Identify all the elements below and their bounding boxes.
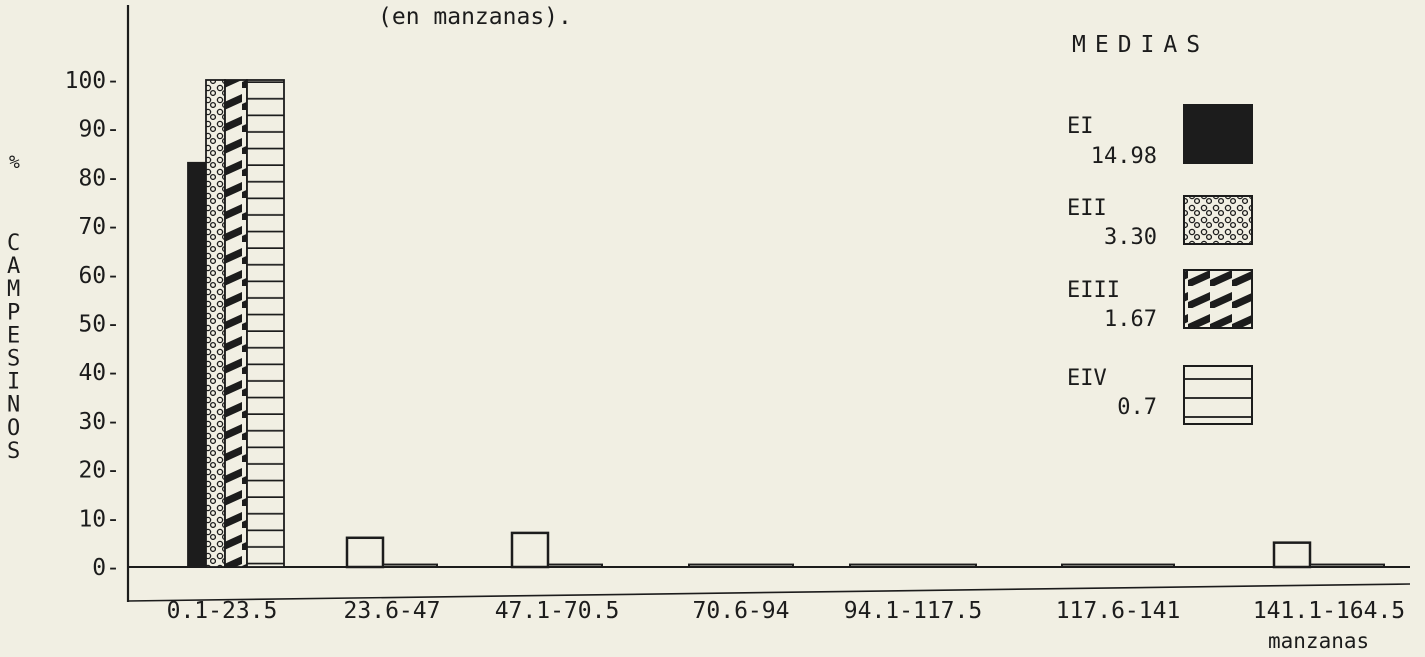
y-axis-label-letter: P — [7, 300, 20, 325]
legend-swatch-EIII — [1183, 269, 1253, 329]
legend-swatch-EII — [1183, 195, 1253, 245]
legend-label-EIV: EIV — [1067, 366, 1107, 391]
x-tick-label: 0.1-23.5 — [167, 598, 278, 624]
bar-EIV-2 — [510, 531, 550, 569]
bar-EIV-4 — [849, 563, 977, 569]
x-tick-label: 117.6-141 — [1056, 598, 1181, 624]
x-tick-label: 94.1-117.5 — [844, 598, 982, 624]
y-tick-label: 90- — [78, 117, 120, 143]
bars — [187, 79, 1385, 569]
y-axis-label-letter: N — [7, 393, 20, 418]
legend-mean-EII: 3.30 — [1104, 225, 1157, 250]
y-tick-label: 0- — [92, 555, 120, 581]
legend-label-EI: EI — [1067, 114, 1094, 139]
y-axis-label-letter: C — [7, 231, 20, 256]
legend-swatch-EIV — [1183, 365, 1253, 425]
x-tick-label: 47.1-70.5 — [495, 598, 620, 624]
legend-label-EIII: EIII — [1067, 278, 1120, 303]
x-tick-label: 70.6-94 — [693, 598, 790, 624]
y-tick-label: 20- — [78, 458, 120, 484]
legend-mean-EIII: 1.67 — [1104, 307, 1157, 332]
legend-mean-EI: 14.98 — [1091, 144, 1157, 169]
y-axis-label-letter: M — [7, 277, 20, 302]
y-axis-label-letter: S — [7, 439, 20, 464]
bar-baseline-2 — [547, 563, 603, 569]
bar-EIV-0 — [246, 79, 285, 568]
bar-EIV-3 — [688, 563, 794, 569]
x-tick-label: 141.1-164.5 — [1253, 598, 1405, 624]
bar-EIV-5 — [1061, 563, 1175, 569]
y-axis-label-letter: S — [7, 347, 20, 372]
y-tick-label: 70- — [78, 214, 120, 240]
x-axis-label: manzanas — [1268, 629, 1369, 653]
bar-EIII-0 — [224, 79, 248, 568]
y-axis-label-percent: % — [9, 152, 20, 173]
bar-EIV-1 — [345, 536, 385, 569]
y-axis-label-letter: E — [7, 323, 20, 348]
y-tick-label: 80- — [78, 165, 120, 191]
y-tick-label: 100- — [65, 68, 120, 94]
y-tick-label: 50- — [78, 312, 120, 338]
bar-baseline-6 — [1309, 563, 1385, 569]
legend-label-EII: EII — [1067, 196, 1107, 221]
y-axis-label-letter: I — [7, 370, 20, 395]
x-axis-lower-line — [127, 583, 1411, 602]
y-tick-label: 30- — [78, 409, 120, 435]
bar-EIV-6 — [1272, 541, 1312, 569]
x-tick-label: 23.6-47 — [344, 598, 441, 624]
y-axis-label-letter: A — [7, 254, 20, 279]
legend-mean-EIV: 0.7 — [1117, 395, 1157, 420]
legend: EI 14.98 EII 3.30 EIII 1.67 EIV 0.7 — [1067, 104, 1253, 425]
bar-EII-0 — [205, 79, 226, 568]
chart-title: (en manzanas). — [378, 4, 572, 30]
bar-EI-0 — [187, 161, 207, 568]
y-axis-label-letter: O — [7, 416, 20, 441]
legend-title: MEDIAS — [1072, 32, 1209, 58]
y-tick-label: 10- — [78, 506, 120, 532]
y-tick-label: 40- — [78, 360, 120, 386]
y-axis-ticks: 100- 90- 80- 70- 60- 50- 40- 30- 20- 10- 0- — [65, 68, 120, 581]
legend-swatch-EI — [1183, 104, 1253, 164]
y-tick-label: 60- — [78, 263, 120, 289]
x-axis-ticks: 0.1-23.5 23.6-47 47.1-70.5 70.6-94 94.1-117.… — [167, 598, 1406, 624]
bar-baseline-1 — [382, 563, 438, 569]
